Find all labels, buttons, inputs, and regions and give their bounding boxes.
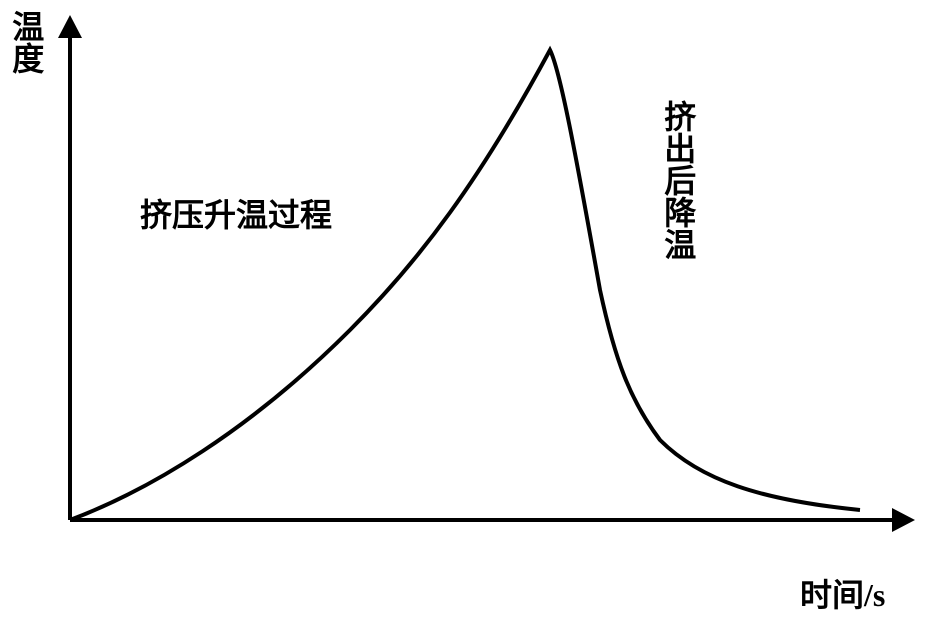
chart-svg	[0, 0, 933, 616]
x-axis-arrow	[892, 508, 915, 532]
x-axis	[70, 508, 915, 532]
falling-phase-annotation: 挤出后降温	[660, 100, 695, 260]
temperature-curve	[70, 50, 860, 520]
x-axis-label: 时间/s	[800, 570, 885, 616]
y-axis-arrow	[58, 15, 82, 38]
y-axis	[58, 15, 82, 520]
y-axis-label: 温度	[8, 10, 43, 74]
temperature-time-chart: 温度 时间/s 挤压升温过程 挤出后降温	[0, 0, 933, 616]
rising-phase-annotation: 挤压升温过程	[140, 190, 332, 236]
